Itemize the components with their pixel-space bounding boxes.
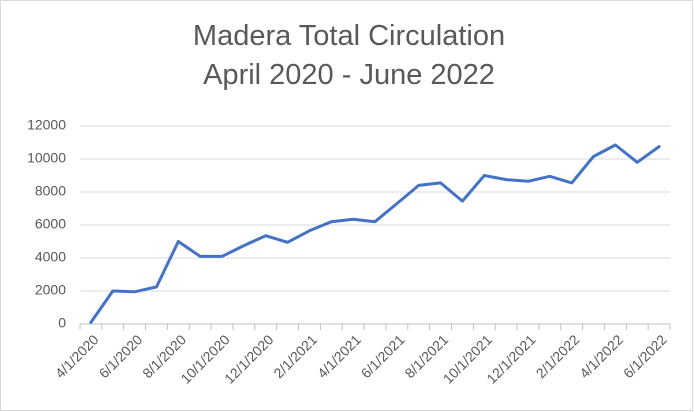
chart-subtitle: April 2020 - June 2022 bbox=[203, 59, 495, 91]
y-tick-label: 6000 bbox=[35, 216, 66, 232]
line bbox=[89, 143, 661, 324]
chart-title: Madera Total Circulation bbox=[193, 20, 505, 52]
y-tick-label: 0 bbox=[58, 315, 66, 331]
y-tick-label: 8000 bbox=[35, 183, 66, 199]
y-tick-label: 12000 bbox=[27, 117, 66, 133]
y-tick-label: 4000 bbox=[35, 249, 66, 265]
y-tick-label: 10000 bbox=[27, 150, 66, 166]
y-tick-label: 2000 bbox=[35, 282, 66, 298]
